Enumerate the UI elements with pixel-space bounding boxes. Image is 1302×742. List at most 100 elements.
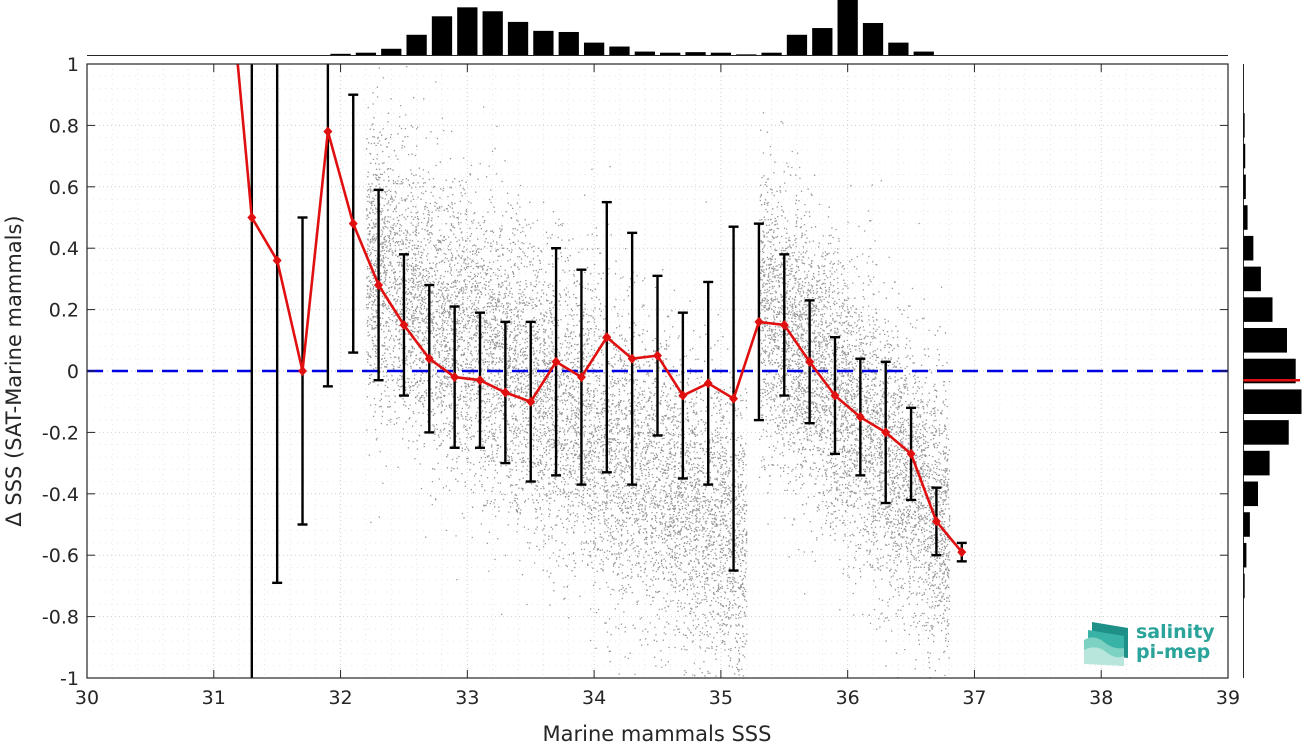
right-histogram-bar (1243, 266, 1261, 292)
top-histogram (87, 0, 1228, 56)
right-histogram-bar (1243, 542, 1247, 568)
top-histogram-bar (381, 48, 402, 56)
top-histogram-bar (660, 52, 681, 56)
top-histogram-bar (634, 51, 655, 56)
mean-marker (957, 547, 967, 558)
right-histogram-bar (1243, 420, 1289, 445)
wave-icon (1084, 622, 1128, 666)
top-histogram-bar (482, 11, 503, 56)
x-tick-label: 32 (328, 687, 352, 709)
y-tick-label: 0 (67, 361, 79, 383)
y-tick-label: -1 (60, 668, 79, 690)
top-histogram-frame (87, 0, 1228, 56)
top-histogram-bars (330, 0, 934, 56)
top-histogram-bar (406, 34, 427, 56)
x-tick-label: 37 (962, 687, 986, 709)
error-bars (250, 64, 967, 678)
top-histogram-bar (533, 30, 554, 56)
x-tick-label: 33 (455, 687, 479, 709)
top-histogram-bar (913, 51, 934, 56)
y-tick-label: -0.4 (42, 484, 79, 506)
mean-marker (399, 319, 409, 330)
mean-marker (526, 396, 536, 407)
y-tick-label: 0.2 (49, 300, 79, 322)
x-axis-ticks: 30 31 32 33 34 35 36 37 38 39 (75, 64, 1240, 709)
mean-marker (374, 280, 384, 291)
y-axis-title: Δ SSS (SAT-Marine mammals) (2, 215, 26, 526)
top-histogram-bar (609, 46, 630, 56)
top-histogram-bar (583, 42, 605, 56)
top-histogram-bar (457, 7, 478, 56)
mean-marker (323, 126, 333, 137)
top-histogram-bar (355, 52, 377, 56)
top-histogram-bar (761, 52, 782, 56)
top-histogram-bar (888, 42, 909, 56)
mean-marker (627, 353, 637, 364)
mean-marker (576, 372, 586, 383)
y-tick-label: 0.8 (49, 115, 79, 137)
main-plot: 30 31 32 33 34 35 36 37 38 39 -1 -0.8 -0.6 -0.4 -0.2 0… (2, 54, 1240, 742)
mean-marker (500, 387, 510, 398)
right-histogram-bar (1243, 450, 1270, 476)
mean-marker (703, 378, 713, 389)
top-histogram-bar (685, 52, 706, 56)
x-tick-label: 35 (709, 687, 733, 709)
mean-marker (881, 427, 891, 438)
mean-marker (906, 448, 916, 459)
right-histogram-bar (1243, 481, 1258, 507)
right-histogram-bar (1243, 235, 1254, 261)
top-histogram-bar (786, 34, 808, 56)
right-histogram-bar (1243, 205, 1248, 230)
top-histogram-bar (507, 21, 529, 56)
top-histogram-bar (330, 53, 351, 56)
y-tick-label: 1 (67, 54, 79, 76)
top-histogram-bar (837, 0, 858, 56)
right-histogram-bar (1243, 512, 1250, 537)
top-histogram-bar (558, 31, 579, 56)
mean-marker (653, 350, 662, 361)
mean-marker (830, 390, 840, 401)
y-axis-ticks: -1 -0.8 -0.6 -0.4 -0.2 0 0.2 0.4 0.6 0.8 1 (42, 54, 1228, 690)
logo-line-2: pi-mep (1136, 641, 1210, 663)
x-tick-label: 38 (1089, 687, 1113, 709)
mean-marker (678, 390, 688, 401)
mean-marker (602, 332, 612, 343)
mean-marker (729, 393, 739, 404)
x-tick-label: 36 (836, 687, 860, 709)
mean-marker (424, 353, 434, 364)
x-tick-label: 30 (75, 687, 99, 709)
right-histogram-bar (1243, 297, 1273, 322)
right-histogram-bar (1243, 389, 1302, 414)
mean-marker (247, 212, 257, 223)
right-histogram-bar (1243, 113, 1245, 138)
mean-marker (272, 255, 282, 266)
mean-marker (298, 366, 308, 376)
y-tick-label: -0.6 (42, 545, 79, 567)
top-histogram-bar (812, 28, 833, 56)
mean-marker (931, 516, 941, 527)
mean-marker (779, 319, 789, 330)
mean-marker (855, 412, 865, 423)
top-histogram-bar (710, 52, 732, 56)
top-histogram-bar (862, 23, 884, 56)
x-axis-title: Marine mammals SSS (543, 722, 772, 742)
mean-polyline (236, 64, 963, 553)
right-histogram-bar (1243, 573, 1245, 599)
right-histogram-bar (1243, 143, 1246, 169)
mean-marker (450, 372, 460, 383)
y-tick-label: -0.2 (42, 422, 79, 444)
right-histogram (1243, 64, 1302, 678)
logo-line-1: salinity (1136, 621, 1215, 643)
right-histogram-bars (1243, 113, 1302, 599)
x-tick-label: 39 (1216, 687, 1240, 709)
mean-marker (551, 356, 561, 367)
salinity-pimep-logo: salinity pi-mep (1084, 621, 1215, 666)
mean-marker (754, 316, 764, 327)
x-tick-label: 31 (202, 687, 226, 709)
y-tick-label: 0.6 (49, 177, 79, 199)
top-histogram-bar (431, 16, 453, 56)
mean-marker (348, 218, 358, 229)
right-histogram-bar (1243, 328, 1287, 353)
mean-line (236, 64, 967, 558)
